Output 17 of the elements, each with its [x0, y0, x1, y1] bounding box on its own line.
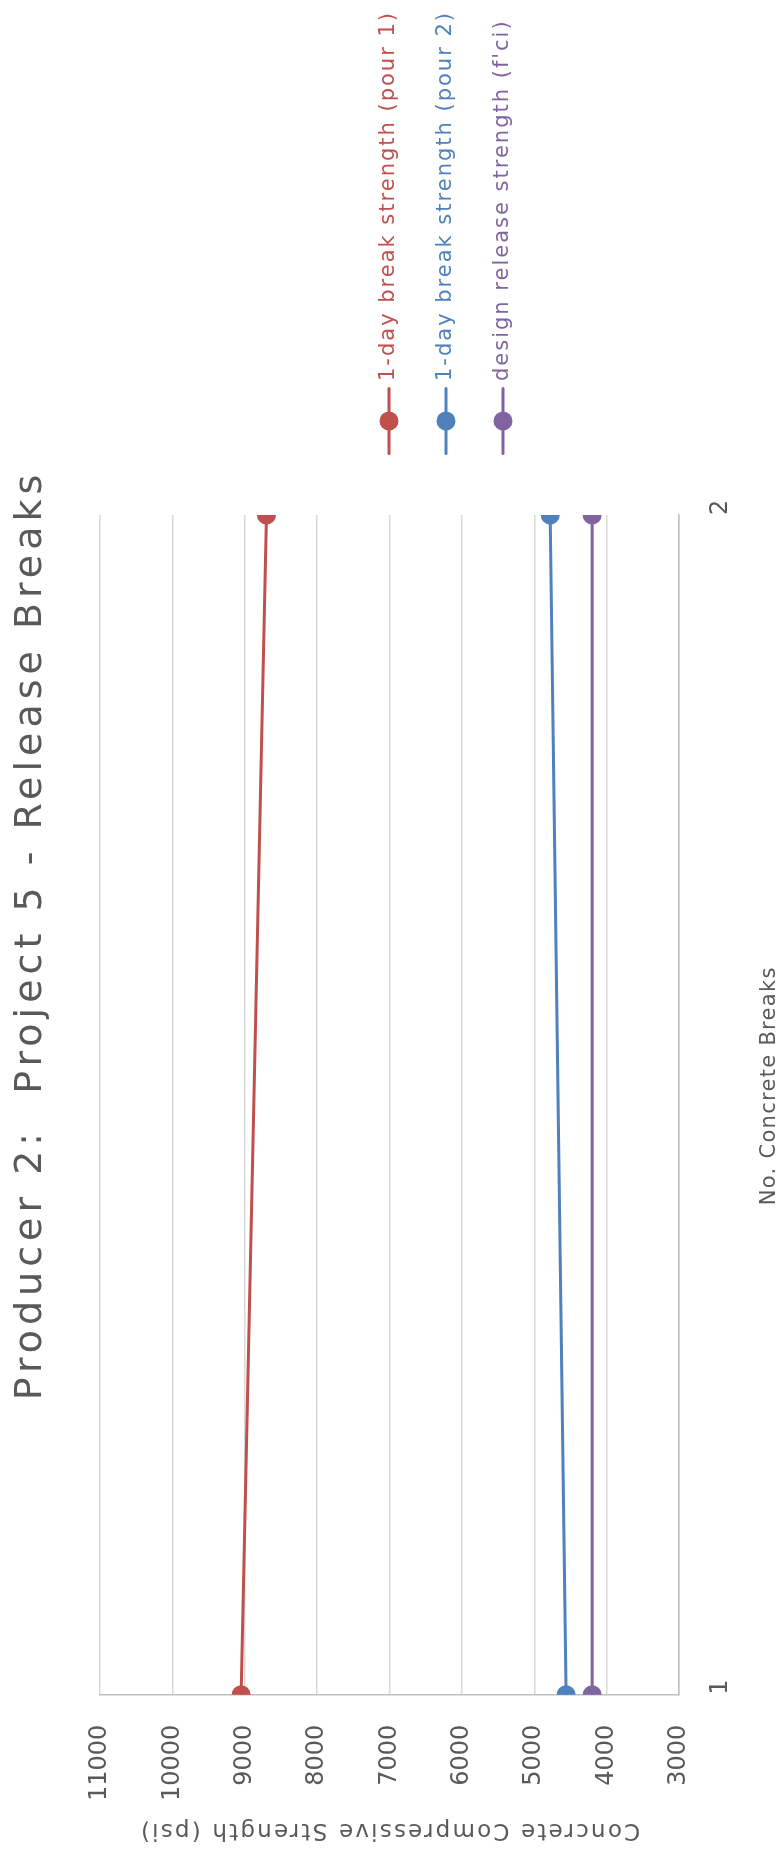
x-tick-label: 9000 [228, 1724, 257, 1786]
x-tick-label: 4000 [590, 1724, 619, 1786]
x-tick-label: 5000 [518, 1724, 547, 1786]
x-tick-label: 3000 [663, 1724, 692, 1786]
text: design release strength (f'ci) [489, 19, 514, 381]
x-tick-label: 6000 [446, 1724, 475, 1786]
x-tick-label: 10000 [156, 1724, 185, 1802]
text: Producer 2: Project 5 - Release Breaks [5, 469, 50, 1401]
x-tick-label: 7000 [373, 1724, 402, 1786]
x-axis-title: Concrete Compressive Strength (psi) [138, 1819, 641, 1846]
text: 1-day break strength (pour 1) [375, 10, 400, 381]
y-tick-label: 1 [705, 1679, 734, 1695]
text: 1-day break strength (pour 2) [432, 10, 457, 381]
x-tick-label: 8000 [301, 1724, 330, 1786]
y-tick-label: 2 [705, 499, 734, 515]
y-axis-title: No. Concrete Breaks [756, 966, 781, 1206]
x-tick-label: 11000 [84, 1724, 113, 1802]
